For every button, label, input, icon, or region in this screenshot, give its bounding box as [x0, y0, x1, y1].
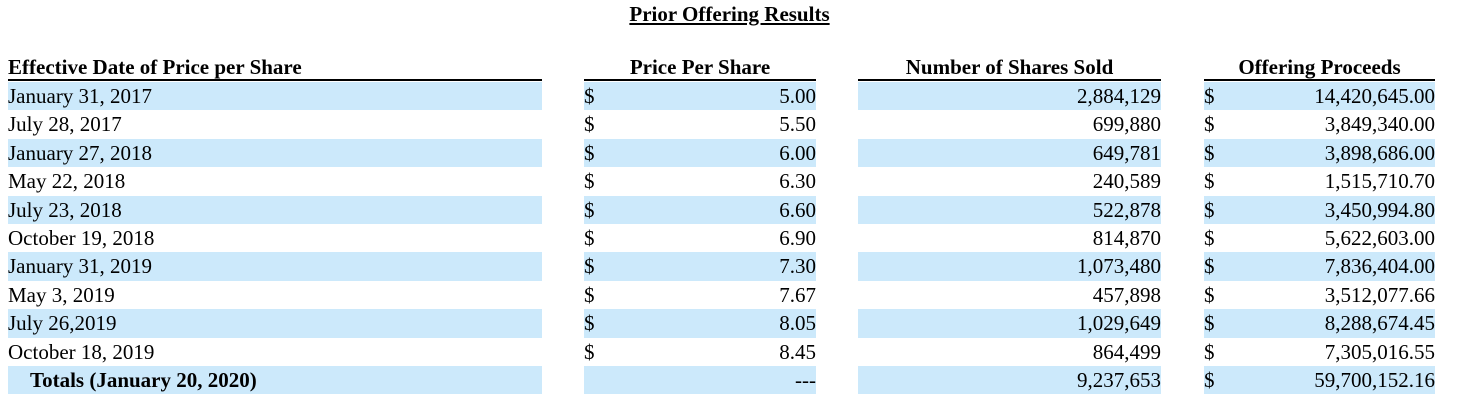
price-currency-symbol: $ — [584, 254, 595, 279]
price-per-share-cell: 5.50 — [779, 112, 816, 137]
column-header-shares: Number of Shares Sold — [858, 54, 1161, 81]
offering-proceeds-cell: 14,420,645.00 — [1314, 84, 1435, 108]
table-row: July 28, 2017 $ 5.50 699,880 $ 3,849,340… — [0, 110, 1459, 138]
price-per-share-cell: 6.30 — [779, 169, 816, 194]
column-header-date: Effective Date of Price per Share — [8, 54, 542, 81]
offering-proceeds-cell: 3,512,077.66 — [1324, 282, 1435, 307]
price-per-share-cell: 6.60 — [779, 197, 816, 222]
table-title: Prior Offering Results — [629, 2, 830, 26]
shares-sold-cell: 240,589 — [1092, 169, 1161, 194]
proceeds-currency-symbol: $ — [1204, 225, 1215, 250]
shares-sold-cell: 649,781 — [1092, 140, 1161, 165]
shares-sold-cell: 522,878 — [1092, 197, 1161, 222]
price-currency-symbol: $ — [584, 84, 595, 108]
price-currency-symbol: $ — [584, 197, 595, 222]
effective-date-cell: January 31, 2017 — [8, 84, 153, 108]
shares-sold-cell: 699,880 — [1092, 112, 1161, 137]
table-row: October 18, 2019 $ 8.45 864,499 $ 7,305,… — [0, 338, 1459, 366]
table-row: January 31, 2017 $ 5.00 2,884,129 $ 14,4… — [0, 82, 1459, 111]
effective-date-cell: January 27, 2018 — [8, 140, 153, 165]
totals-row: Totals (January 20, 2020) --- 9,237,653 … — [0, 365, 1459, 395]
column-header-proceeds: Offering Proceeds — [1204, 54, 1435, 81]
price-currency-symbol: $ — [584, 339, 595, 364]
price-per-share-cell: 8.05 — [779, 311, 816, 336]
price-currency-symbol: $ — [584, 140, 595, 165]
totals-label: Totals (January 20, 2020) — [30, 367, 257, 392]
price-currency-symbol: $ — [584, 112, 595, 137]
effective-date-cell: May 22, 2018 — [8, 169, 126, 194]
table-row: January 31, 2019 $ 7.30 1,073,480 $ 7,83… — [0, 252, 1459, 281]
proceeds-currency-symbol: $ — [1204, 339, 1215, 364]
effective-date-cell: October 19, 2018 — [8, 225, 155, 250]
price-currency-symbol: $ — [584, 169, 595, 194]
offering-proceeds-cell: 7,305,016.55 — [1324, 339, 1435, 364]
price-per-share-cell: 8.45 — [779, 339, 816, 364]
offering-proceeds-cell: 8,288,674.45 — [1324, 311, 1435, 336]
table-row: July 23, 2018 $ 6.60 522,878 $ 3,450,994… — [0, 195, 1459, 224]
price-currency-symbol: $ — [584, 225, 595, 250]
proceeds-currency-symbol: $ — [1204, 84, 1215, 108]
totals-shares-cell: 9,237,653 — [1077, 367, 1161, 392]
offering-proceeds-cell: 5,622,603.00 — [1324, 225, 1435, 250]
table-row: May 22, 2018 $ 6.30 240,589 $ 1,515,710.… — [0, 167, 1459, 195]
effective-date-cell: May 3, 2019 — [8, 282, 115, 307]
totals-proceeds-currency-symbol: $ — [1204, 367, 1215, 392]
shares-sold-cell: 864,499 — [1092, 339, 1161, 364]
proceeds-currency-symbol: $ — [1204, 169, 1215, 194]
table-row: May 3, 2019 $ 7.67 457,898 $ 3,512,077.6… — [0, 281, 1459, 309]
price-per-share-cell: 5.00 — [779, 84, 816, 108]
shares-sold-cell: 1,073,480 — [1077, 254, 1161, 279]
offering-proceeds-cell: 7,836,404.00 — [1324, 254, 1435, 279]
shares-sold-cell: 1,029,649 — [1077, 311, 1161, 336]
offering-proceeds-cell: 3,450,994.80 — [1324, 197, 1435, 222]
proceeds-currency-symbol: $ — [1204, 254, 1215, 279]
effective-date-cell: July 28, 2017 — [8, 112, 122, 137]
effective-date-cell: July 23, 2018 — [8, 197, 122, 222]
proceeds-currency-symbol: $ — [1204, 140, 1215, 165]
offering-table-body: January 31, 2017 $ 5.00 2,884,129 $ 14,4… — [0, 82, 1459, 395]
table-row: July 26,2019 $ 8.05 1,029,649 $ 8,288,67… — [0, 309, 1459, 338]
proceeds-currency-symbol: $ — [1204, 311, 1215, 336]
price-per-share-cell: 6.90 — [779, 225, 816, 250]
effective-date-cell: July 26,2019 — [8, 311, 117, 336]
effective-date-cell: October 18, 2019 — [8, 339, 155, 364]
offering-proceeds-cell: 3,849,340.00 — [1324, 112, 1435, 137]
price-currency-symbol: $ — [584, 311, 595, 336]
table-row: October 19, 2018 $ 6.90 814,870 $ 5,622,… — [0, 224, 1459, 252]
shares-sold-cell: 457,898 — [1092, 282, 1161, 307]
totals-proceeds-cell: 59,700,152.16 — [1314, 367, 1435, 392]
table-row: January 27, 2018 $ 6.00 649,781 $ 3,898,… — [0, 138, 1459, 168]
price-currency-symbol: $ — [584, 282, 595, 307]
effective-date-cell: January 31, 2019 — [8, 254, 153, 279]
totals-price-cell: --- — [795, 367, 816, 392]
proceeds-currency-symbol: $ — [1204, 112, 1215, 137]
price-per-share-cell: 7.30 — [779, 254, 816, 279]
price-per-share-cell: 6.00 — [779, 140, 816, 165]
proceeds-currency-symbol: $ — [1204, 197, 1215, 222]
price-per-share-cell: 7.67 — [779, 282, 816, 307]
proceeds-currency-symbol: $ — [1204, 282, 1215, 307]
offering-proceeds-cell: 3,898,686.00 — [1324, 140, 1435, 165]
shares-sold-cell: 814,870 — [1092, 225, 1161, 250]
column-header-price: Price Per Share — [584, 54, 816, 81]
shares-sold-cell: 2,884,129 — [1077, 84, 1161, 108]
offering-proceeds-cell: 1,515,710.70 — [1324, 169, 1435, 194]
